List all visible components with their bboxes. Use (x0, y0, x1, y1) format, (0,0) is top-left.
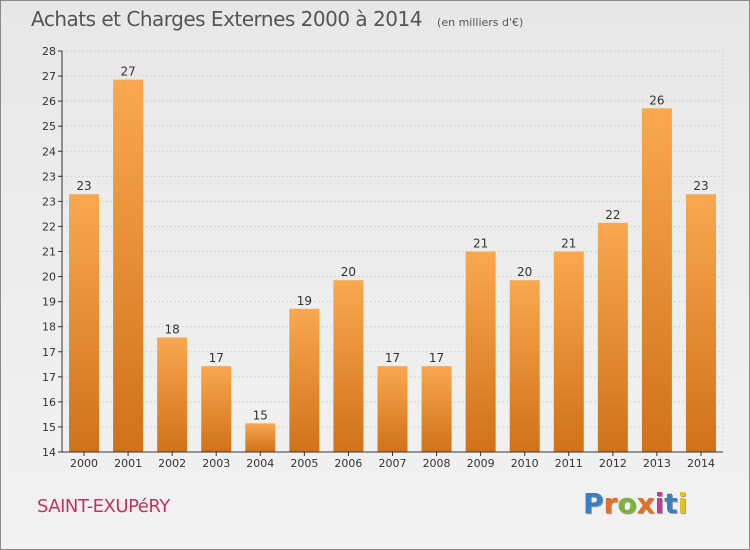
x-tick-label-2003: 2003 (202, 457, 230, 470)
y-tick-label: 21 (42, 246, 56, 259)
x-tick-label-2008: 2008 (423, 457, 451, 470)
value-label-2005: 19 (297, 294, 312, 308)
bar-2012 (597, 222, 628, 452)
bar-2010 (509, 280, 540, 452)
axes (58, 50, 723, 456)
x-tick-label-2010: 2010 (511, 457, 539, 470)
y-tick-label: 27 (42, 70, 56, 83)
y-tick-label: 17 (42, 346, 56, 359)
y-tick-label: 15 (42, 421, 56, 434)
chart-subtitle: (en milliers d'€) (437, 16, 524, 29)
y-tick-label: 14 (42, 446, 56, 459)
logo-letter: i (677, 487, 688, 520)
chart-title: Achats et Charges Externes 2000 à 2014 (31, 7, 422, 31)
y-tick-label: 16 (42, 396, 56, 409)
value-label-2011: 21 (561, 237, 576, 251)
grid-lines (62, 50, 724, 452)
bar-2007 (377, 366, 408, 452)
bar-2009 (465, 251, 496, 452)
bars (69, 79, 716, 453)
value-label-2007: 17 (385, 351, 400, 365)
y-tick-label: 26 (42, 95, 56, 108)
value-label-2012: 22 (605, 208, 620, 222)
y-tick-label: 28 (42, 45, 56, 58)
y-tick-label: 25 (42, 120, 56, 133)
bar-2013 (641, 108, 672, 453)
logo-letter: x (636, 487, 655, 520)
value-label-2013: 26 (649, 93, 664, 107)
x-tick-label-2007: 2007 (379, 457, 407, 470)
bar-2014 (685, 194, 716, 452)
y-tick-label: 18 (42, 321, 56, 334)
x-tick-label-2000: 2000 (70, 457, 98, 470)
y-tick-label: 19 (42, 296, 56, 309)
value-label-2003: 17 (209, 351, 224, 365)
y-tick-label: 17 (42, 371, 56, 384)
proxiti-logo[interactable]: Proxiti (583, 487, 687, 520)
y-tick-label: 20 (42, 271, 56, 284)
value-label-2009: 21 (473, 237, 488, 251)
value-label-2002: 18 (165, 322, 180, 336)
x-tick-label-2001: 2001 (114, 457, 142, 470)
bar-2004 (245, 423, 276, 452)
value-label-2010: 20 (517, 265, 532, 279)
title-row: Achats et Charges Externes 2000 à 2014 (… (31, 7, 523, 31)
y-tick-label: 23 (42, 170, 56, 183)
labels: 14 15 16 17 17 18 19 20 21 22 23 23 24 25 26 27 28 23 2000… (42, 45, 715, 470)
value-label-2004: 15 (253, 408, 268, 422)
bar-2002 (157, 337, 188, 452)
x-tick-label-2013: 2013 (643, 457, 671, 470)
bar-2011 (553, 251, 584, 452)
commune-name: SAINT-EXUPéRY (37, 496, 170, 517)
logo-letter: P (583, 487, 604, 520)
bar-2000 (69, 194, 100, 452)
x-tick-label-2009: 2009 (467, 457, 495, 470)
x-tick-label-2005: 2005 (290, 457, 318, 470)
y-tick-label: 23 (42, 195, 56, 208)
logo-letter: t (664, 487, 678, 520)
logo-letter: i (654, 487, 665, 520)
x-tick-label-2011: 2011 (555, 457, 583, 470)
value-label-2014: 23 (693, 179, 708, 193)
logo-letter: o (617, 487, 637, 520)
bar-2008 (421, 366, 452, 452)
bar-2006 (333, 280, 364, 452)
logo-letter: r (603, 487, 618, 520)
value-label-2006: 20 (341, 265, 356, 279)
x-tick-label-2014: 2014 (687, 457, 715, 470)
x-tick-label-2004: 2004 (246, 457, 274, 470)
value-label-2000: 23 (76, 179, 91, 193)
value-label-2001: 27 (120, 65, 135, 79)
bar-2001 (113, 79, 144, 453)
x-tick-label-2002: 2002 (158, 457, 186, 470)
x-tick-label-2006: 2006 (334, 457, 362, 470)
x-tick-label-2012: 2012 (599, 457, 627, 470)
bar-2005 (289, 308, 320, 452)
value-label-2008: 17 (429, 351, 444, 365)
y-tick-label: 24 (42, 145, 56, 158)
bar-2003 (201, 366, 232, 452)
y-tick-label: 22 (42, 220, 56, 233)
